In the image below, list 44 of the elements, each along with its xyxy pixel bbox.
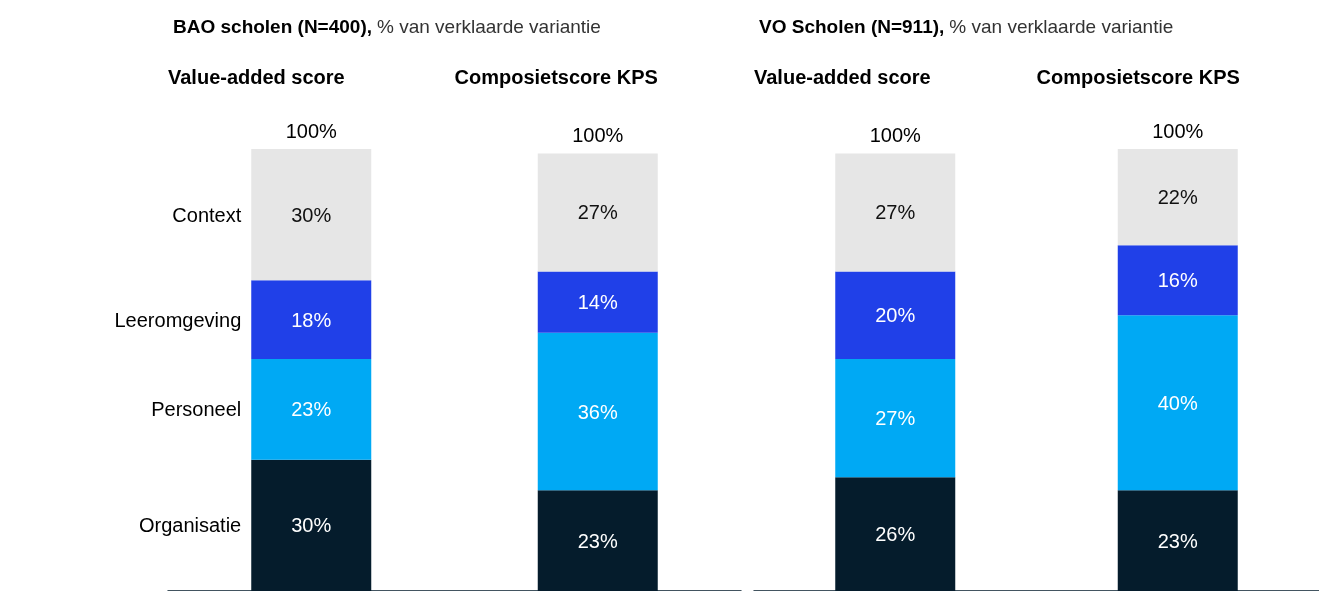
series-label: Personeel — [151, 398, 242, 421]
total-label: 100% — [869, 124, 922, 147]
chart-title: BAO scholen (N=400), — [173, 16, 373, 37]
data-label: 27% — [875, 201, 916, 224]
bar — [251, 359, 372, 460]
bar — [1117, 245, 1238, 316]
bar — [537, 332, 658, 491]
bar — [251, 149, 372, 281]
data-label: 22% — [1157, 186, 1198, 209]
x-tick-label: Composietscore KPS — [1036, 66, 1240, 88]
x-tick-label: Value-added score — [168, 66, 345, 88]
data-label: 23% — [1157, 529, 1198, 552]
chart-title: VO Scholen (N=911), — [759, 16, 945, 37]
bar — [835, 153, 956, 272]
series-label: Leeromgeving — [114, 308, 242, 331]
data-label: 20% — [875, 304, 916, 327]
series-label: Organisatie — [138, 514, 242, 537]
x-tick-label: Value-added score — [754, 66, 931, 88]
data-label: 14% — [577, 291, 618, 314]
data-label: 27% — [577, 201, 618, 224]
data-label: 26% — [875, 523, 916, 546]
series-label: Context — [172, 203, 242, 226]
bar — [1117, 315, 1238, 491]
bar — [537, 271, 658, 333]
data-label: 30% — [291, 203, 332, 226]
data-label: 23% — [291, 398, 332, 421]
data-label: 36% — [577, 400, 618, 423]
bar — [1117, 149, 1238, 246]
data-label: 18% — [291, 308, 332, 331]
data-label: 30% — [291, 514, 332, 537]
chart-subtitle: % van verklaarde variantie — [377, 16, 601, 37]
data-label: 27% — [875, 407, 916, 430]
data-label: 16% — [1157, 269, 1198, 292]
bar — [251, 280, 372, 360]
total-label: 100% — [285, 120, 338, 142]
chart-subtitle: % van verklaarde variantie — [949, 16, 1174, 37]
bar — [835, 359, 956, 478]
data-label: 40% — [1157, 391, 1198, 414]
bar — [537, 153, 658, 272]
total-label: 100% — [1152, 120, 1204, 142]
bar — [835, 271, 956, 360]
x-tick-label: Composietscore KPS — [454, 66, 658, 88]
total-label: 100% — [572, 124, 624, 147]
data-label: 23% — [577, 529, 618, 552]
